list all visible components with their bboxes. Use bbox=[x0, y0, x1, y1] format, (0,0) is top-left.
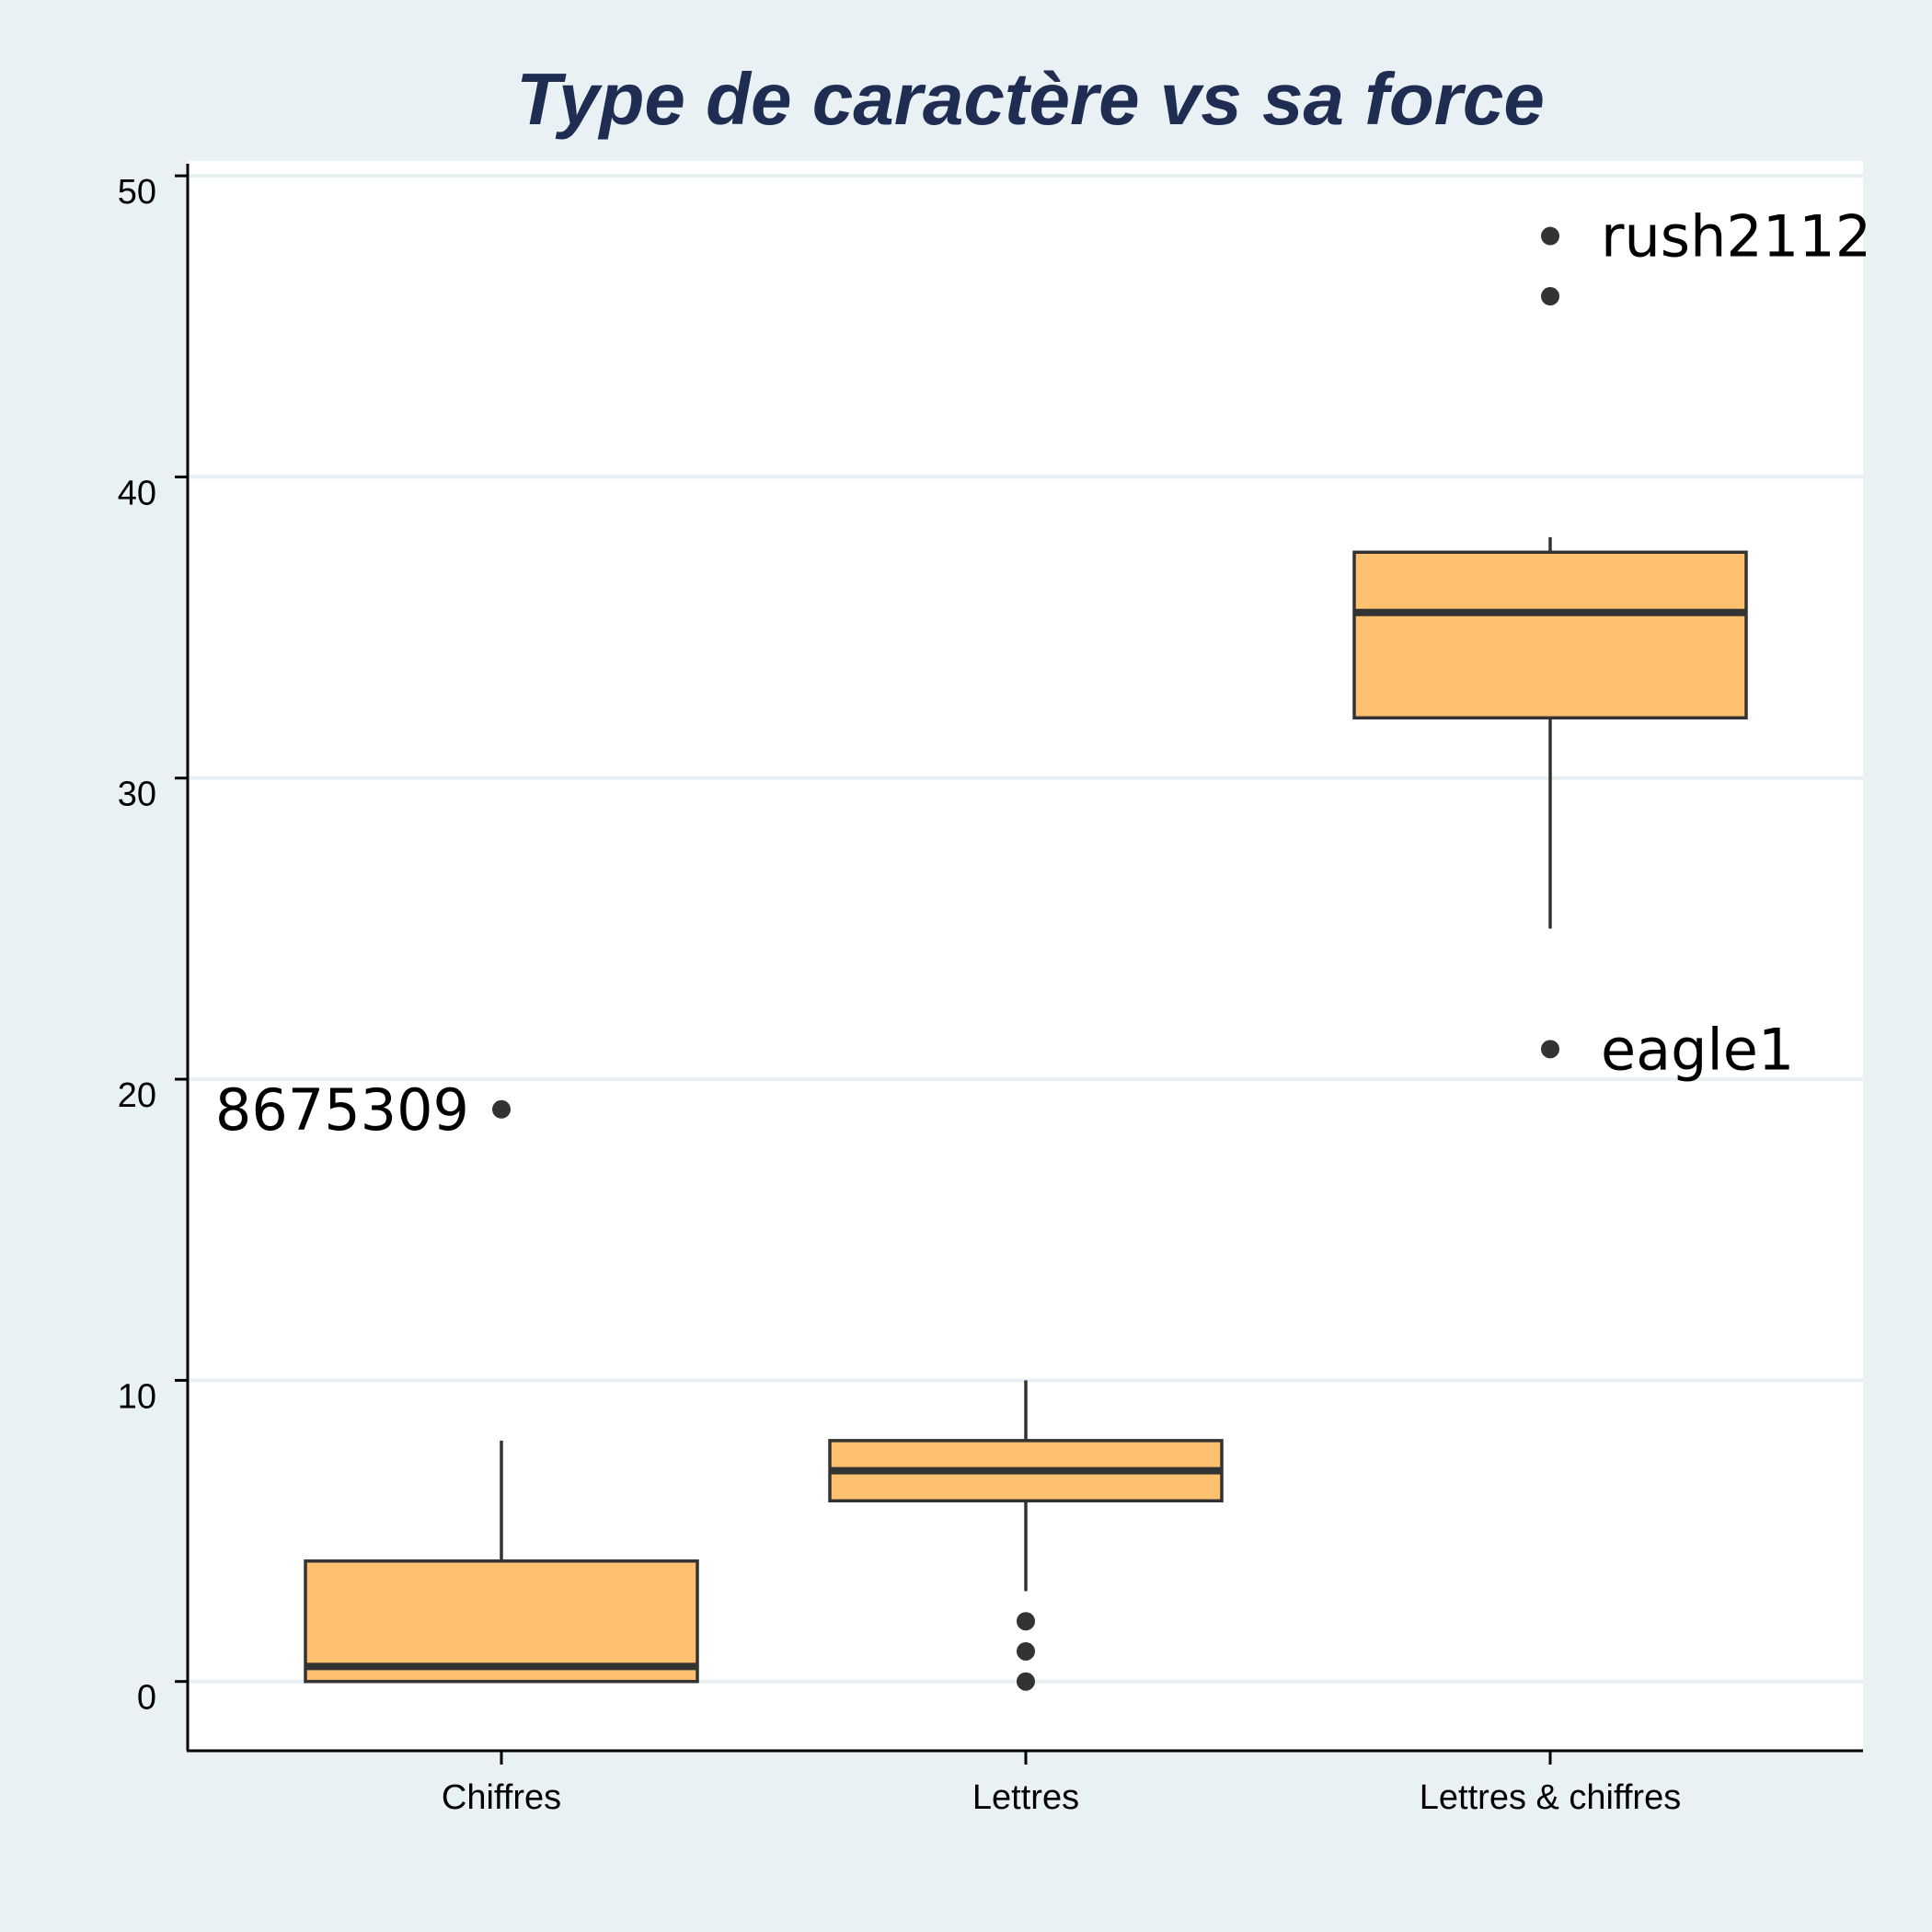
outlier-point bbox=[1541, 287, 1559, 306]
box-iqr bbox=[1352, 550, 1748, 720]
outlier-point bbox=[1541, 226, 1559, 246]
y-tick-label: 10 bbox=[118, 1377, 156, 1416]
outlier-point bbox=[1541, 1040, 1559, 1059]
outlier-point bbox=[492, 1099, 511, 1119]
box-iqr bbox=[304, 1559, 699, 1684]
outlier-annotation: 8675309 bbox=[215, 1076, 469, 1144]
y-tick-label: 0 bbox=[137, 1679, 156, 1718]
chart-title: Type de caractère vs sa force bbox=[516, 58, 1545, 140]
outlier-point bbox=[1017, 1672, 1035, 1691]
x-tick-label: Lettres bbox=[972, 1778, 1079, 1817]
outlier-annotation: eagle1 bbox=[1601, 1016, 1794, 1083]
y-tick-label: 40 bbox=[118, 474, 156, 512]
y-tick-label: 20 bbox=[118, 1076, 156, 1115]
y-tick-label: 50 bbox=[118, 173, 156, 212]
x-tick-label: Chiffres bbox=[442, 1778, 561, 1817]
x-tick-label: Lettres & chiffres bbox=[1420, 1778, 1681, 1817]
outlier-point bbox=[1017, 1612, 1035, 1631]
outlier-point bbox=[1017, 1641, 1035, 1661]
outlier-annotation: rush2112 bbox=[1601, 203, 1871, 270]
y-tick-label: 30 bbox=[118, 776, 156, 814]
